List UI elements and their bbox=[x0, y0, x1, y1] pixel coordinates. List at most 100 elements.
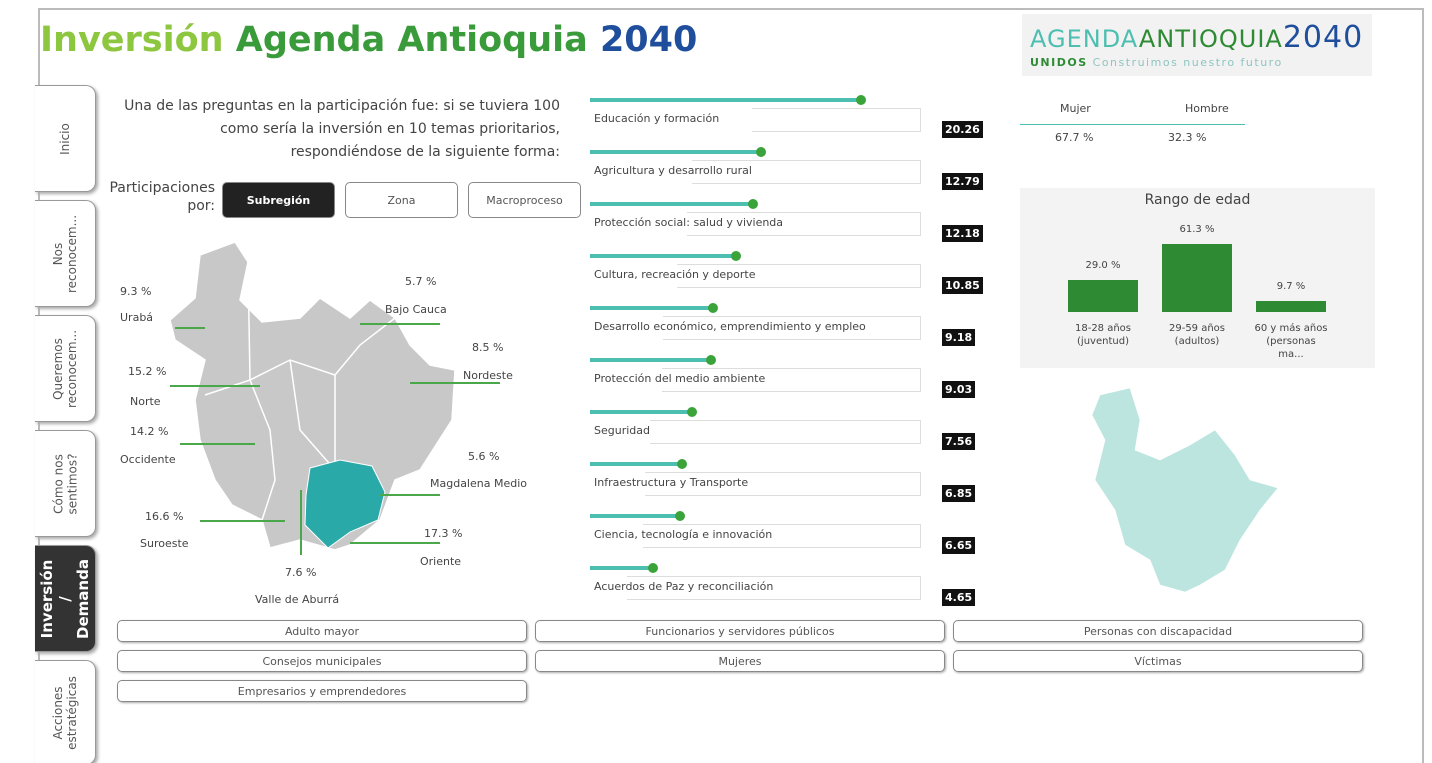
connector bbox=[643, 524, 921, 548]
value-label: 10.85 bbox=[942, 277, 983, 294]
category-label: Seguridad bbox=[594, 424, 650, 437]
intro-line: como sería la inversión en 10 temas prio… bbox=[220, 121, 560, 137]
bar-value-label: 61.3 % bbox=[1179, 224, 1215, 235]
connector bbox=[644, 472, 921, 496]
lollipop-stem bbox=[590, 202, 753, 206]
nav-tab[interactable]: Inversión / Demanda bbox=[35, 545, 96, 652]
nav-tab[interactable]: Nos reconocem... bbox=[35, 200, 96, 307]
connector bbox=[662, 368, 921, 392]
region-value: 16.6 % bbox=[145, 510, 184, 523]
nav-label: Acciones estratégicas bbox=[51, 675, 80, 750]
connector bbox=[687, 212, 921, 236]
region-value: 15.2 % bbox=[128, 365, 167, 378]
lollipop-dot bbox=[756, 147, 767, 157]
bar-value-label: 9.7 % bbox=[1276, 281, 1306, 293]
value-label: 9.18 bbox=[942, 329, 976, 346]
bar bbox=[1256, 301, 1326, 312]
gender-header: Hombre bbox=[1185, 102, 1229, 115]
connector bbox=[752, 108, 921, 132]
value-label: 12.18 bbox=[942, 225, 983, 242]
participaciones-label: por: bbox=[187, 198, 215, 214]
logo: AGENDAANTIOQUIA2040 UNIDOS Construimos n… bbox=[1022, 14, 1372, 76]
connector bbox=[663, 316, 921, 340]
value-label: 4.65 bbox=[942, 589, 976, 606]
leader-line bbox=[380, 494, 440, 496]
region-name: Bajo Cauca bbox=[385, 303, 447, 316]
category-label: Acuerdos de Paz y reconciliación bbox=[594, 580, 774, 593]
leader-line bbox=[200, 520, 285, 522]
antioquia-map bbox=[169, 241, 456, 551]
region-name: Suroeste bbox=[140, 537, 189, 550]
nav-label: Inicio bbox=[58, 122, 72, 155]
segment-button[interactable]: Macroproceso bbox=[468, 182, 581, 218]
connector bbox=[676, 264, 921, 288]
category-label: Desarrollo económico, emprendimiento y e… bbox=[594, 320, 866, 333]
region-value: 7.6 % bbox=[285, 566, 317, 579]
intro-line: respondiéndose de la siguiente forma: bbox=[290, 144, 560, 160]
value-label: 6.85 bbox=[942, 485, 976, 502]
category-label: Infraestructura y Transporte bbox=[594, 476, 749, 489]
logo-part: AGENDA bbox=[1030, 25, 1139, 53]
region-border bbox=[289, 359, 336, 472]
x-tick-label: 18-28 años (juventud) bbox=[1074, 323, 1132, 347]
municipalities-map bbox=[1091, 387, 1279, 593]
region-name: Urabá bbox=[120, 311, 154, 324]
region-name: Magdalena Medio bbox=[430, 477, 527, 490]
filter-button[interactable]: Adulto mayor bbox=[117, 620, 527, 642]
filter-button[interactable]: Mujeres bbox=[535, 650, 945, 672]
filter-button[interactable]: Empresarios y emprendedores bbox=[117, 680, 527, 702]
value-label: 20.26 bbox=[942, 121, 983, 138]
region-name: Valle de Aburrá bbox=[255, 593, 340, 606]
logo-part: ANTIOQUIA bbox=[1138, 25, 1283, 53]
lollipop-dot bbox=[708, 303, 719, 313]
segment-button[interactable]: Zona bbox=[345, 182, 458, 218]
leader-line bbox=[300, 490, 302, 555]
gender-value: 67.7 % bbox=[1055, 131, 1094, 144]
lollipop-dot bbox=[677, 459, 688, 469]
filter-button[interactable]: Funcionarios y servidores públicos bbox=[535, 620, 945, 642]
leader-line bbox=[410, 382, 500, 384]
segment-button[interactable]: Subregión bbox=[222, 182, 335, 218]
x-tick-label: 29-59 años (adultos) bbox=[1168, 323, 1226, 347]
nav-tab[interactable]: Cómo nos sentimos? bbox=[35, 430, 96, 537]
lollipop-dot bbox=[748, 199, 759, 209]
region-value: 17.3 % bbox=[424, 527, 463, 540]
leader-line bbox=[180, 443, 255, 445]
lollipop-dot bbox=[706, 355, 717, 365]
region-name: Oriente bbox=[420, 555, 462, 568]
x-tick-label: 60 y más años (personas ma... bbox=[1254, 323, 1328, 360]
leader-line bbox=[360, 323, 440, 325]
lollipop-stem bbox=[590, 254, 735, 258]
lollipop-dot bbox=[856, 95, 866, 105]
region-value: 5.6 % bbox=[468, 450, 500, 463]
nav-tab[interactable]: Acciones estratégicas bbox=[35, 660, 96, 763]
filter-button[interactable]: Consejos municipales bbox=[117, 650, 527, 672]
chart-title: Rango de edad bbox=[1144, 192, 1251, 208]
participaciones-label: Participaciones bbox=[109, 180, 215, 196]
region-name: Norte bbox=[130, 395, 161, 408]
leader-line bbox=[170, 385, 260, 387]
region-value: 9.3 % bbox=[120, 285, 152, 298]
category-label: Agricultura y desarrollo rural bbox=[594, 164, 752, 177]
lollipop-dot bbox=[730, 251, 741, 261]
nav-tab[interactable]: Queremos reconocem... bbox=[35, 315, 96, 422]
gender-header: Mujer bbox=[1060, 102, 1091, 115]
nav-label: Inversión / Demanda bbox=[38, 558, 92, 639]
logo-slogan: UNIDOS Construimos nuestro futuro bbox=[1030, 56, 1283, 69]
value-label: 9.03 bbox=[942, 381, 976, 398]
nav-label: Queremos reconocem... bbox=[51, 329, 80, 408]
filter-button[interactable]: Víctimas bbox=[953, 650, 1363, 672]
logo-part: Construimos nuestro futuro bbox=[1092, 56, 1283, 69]
lollipop-dot bbox=[647, 563, 658, 573]
value-label: 7.56 bbox=[942, 433, 976, 450]
filter-button[interactable]: Personas con discapacidad bbox=[953, 620, 1363, 642]
logo-part: 2040 bbox=[1282, 20, 1364, 55]
connector bbox=[627, 576, 921, 600]
title-part: Agenda Antioquia bbox=[235, 20, 588, 60]
lollipop-stem bbox=[590, 358, 711, 362]
nav-tab[interactable]: Inicio bbox=[35, 85, 96, 192]
connector bbox=[650, 420, 921, 444]
lollipop-dot bbox=[674, 511, 685, 521]
